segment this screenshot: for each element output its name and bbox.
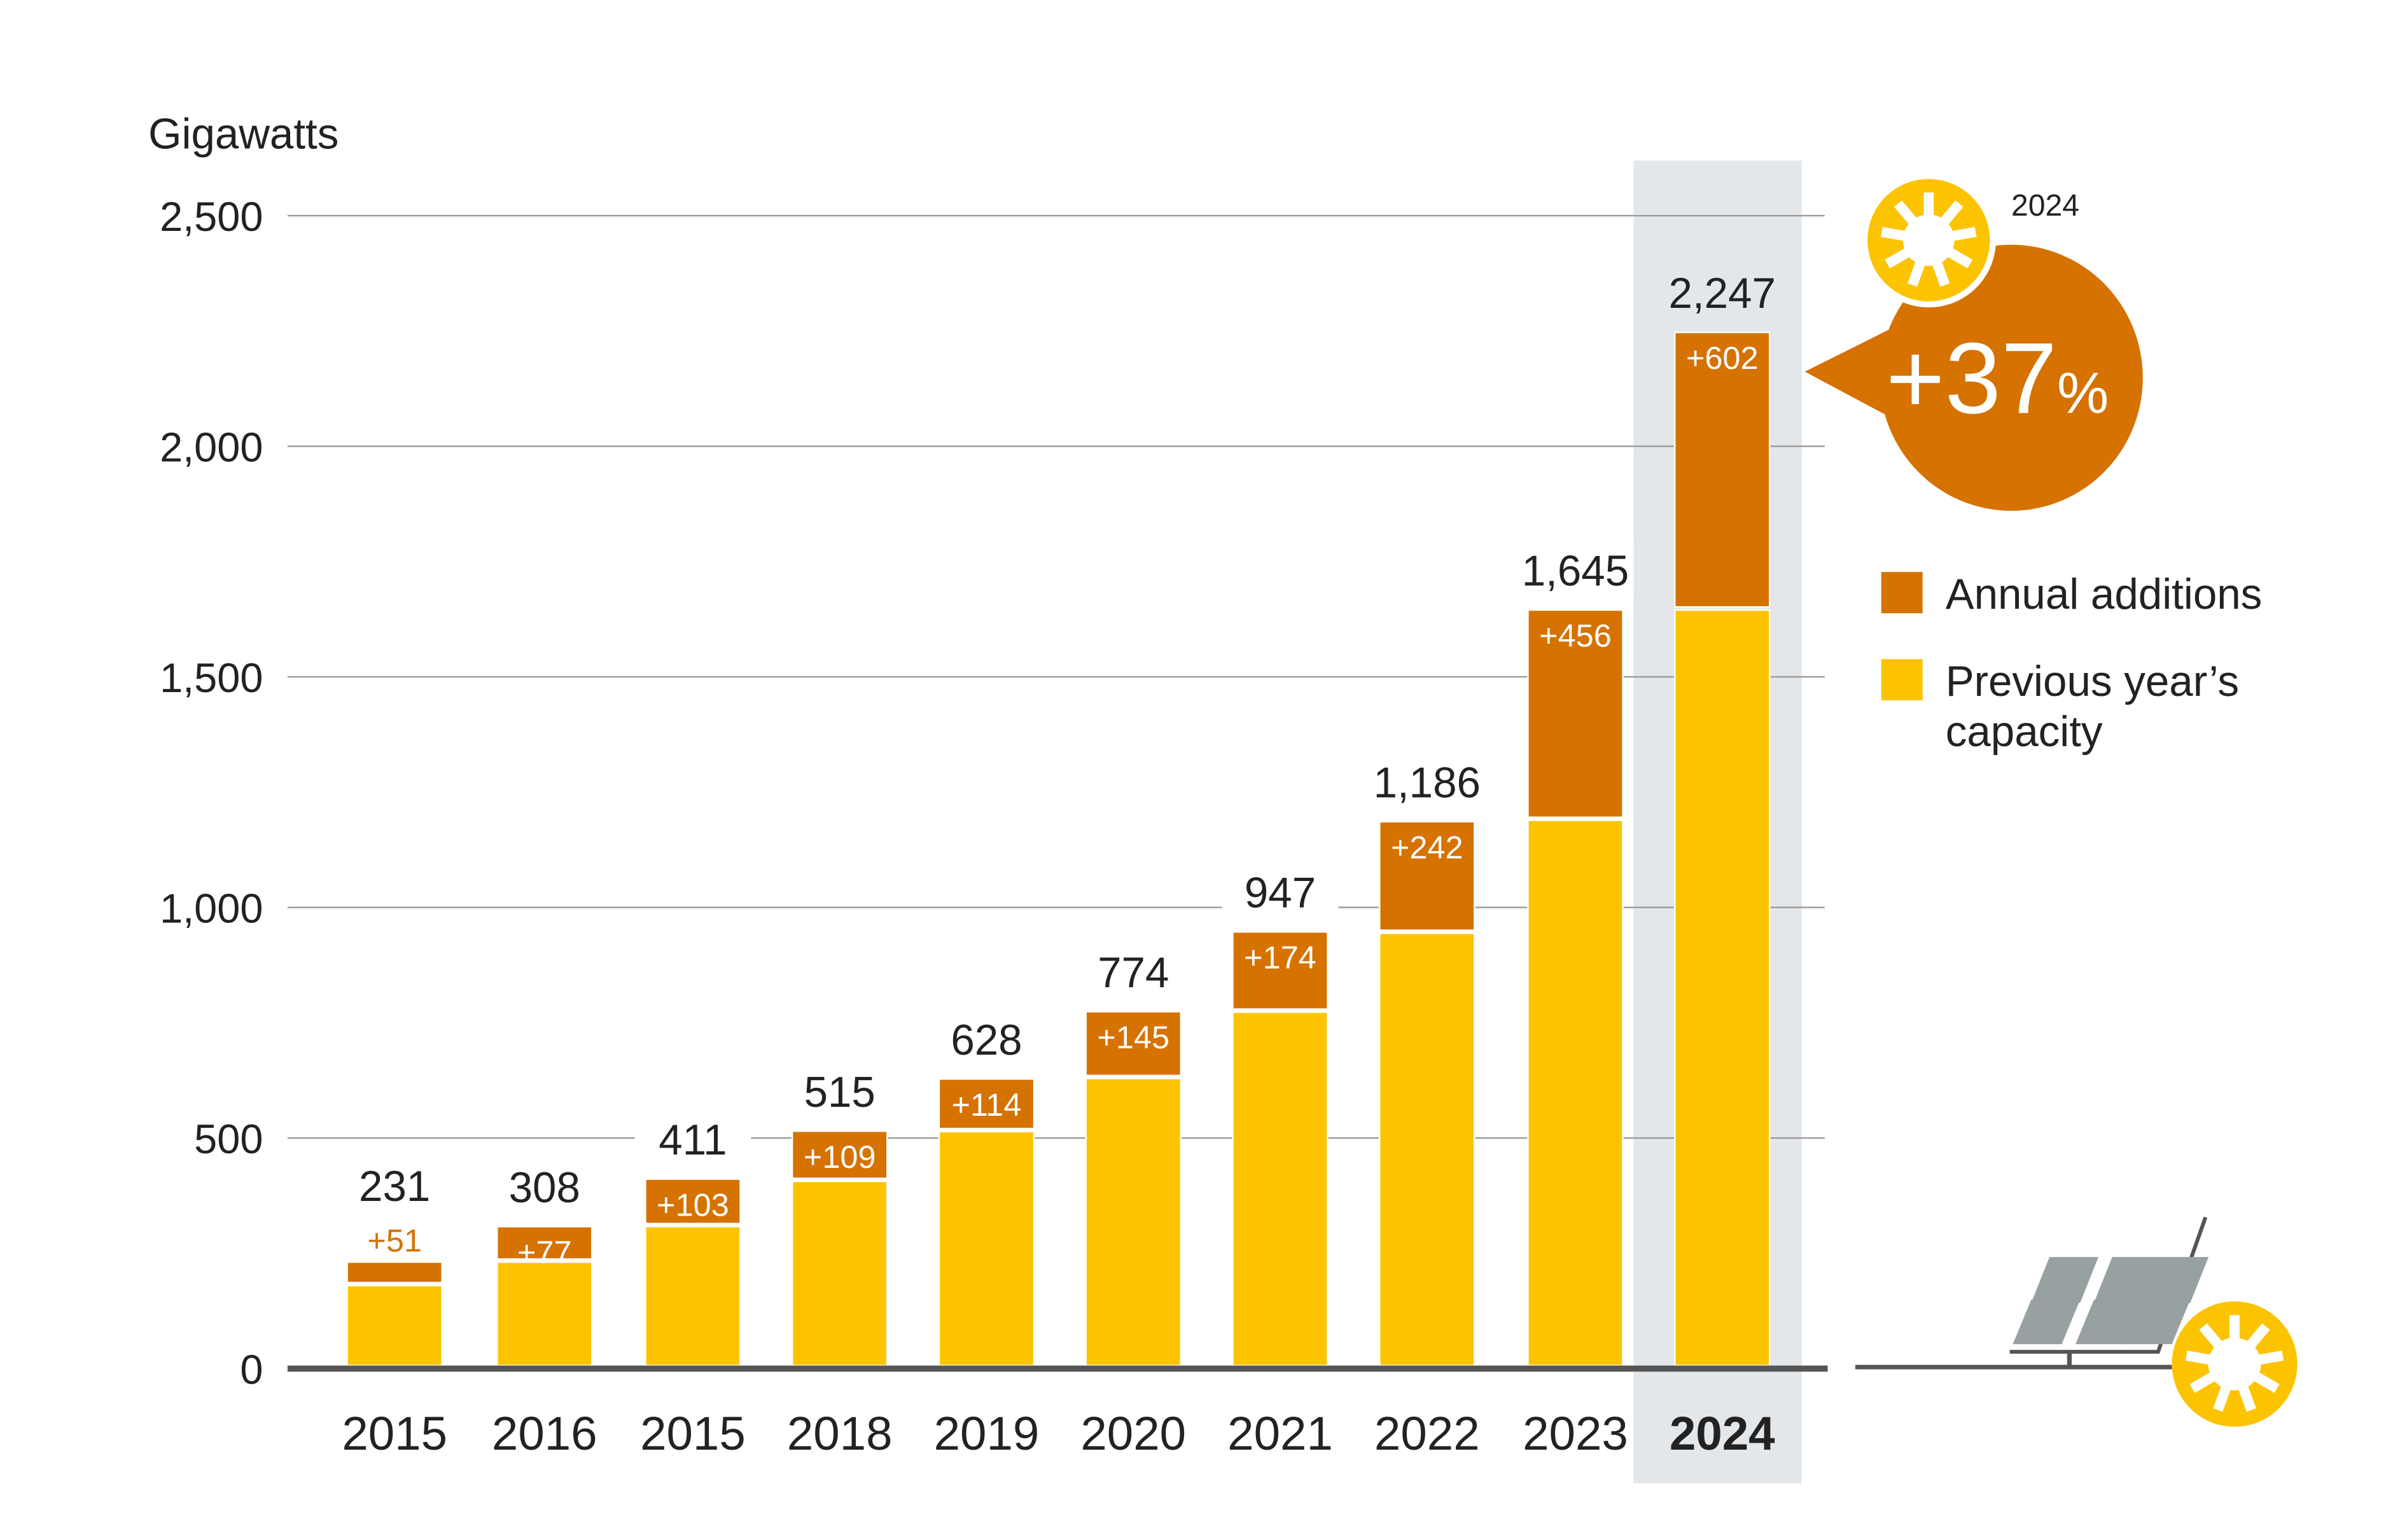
legend-label-annual-additions: Annual additions [1946, 571, 2263, 618]
sun-icon [2172, 1301, 2298, 1427]
label-background [1369, 754, 1486, 807]
sun-icon [1867, 179, 1990, 302]
bar-annual-addition [645, 1178, 741, 1224]
label-background [1517, 543, 1634, 595]
addition-label: +77 [517, 1234, 572, 1270]
label-background [1664, 265, 1781, 317]
bar-annual-addition [1085, 1011, 1182, 1076]
x-tick-label: 2023 [1523, 1407, 1628, 1460]
label-background [781, 1064, 898, 1116]
bar-previous-capacity [1379, 933, 1476, 1366]
y-tick-label: 1,500 [160, 655, 263, 701]
bar-previous-capacity [791, 1181, 888, 1367]
bar-annual-addition [938, 1078, 1035, 1130]
bar-previous-capacity [938, 1130, 1035, 1366]
x-axis-labels: 2015 2016 2015 2018 2019 2020 2021 2022 2023 2024 [342, 1407, 1775, 1460]
callout-year: 2024 [2011, 188, 2079, 223]
sun-center [1902, 214, 1955, 266]
solar-panel-icon [1855, 1216, 2209, 1370]
callout-growth: +37 [1886, 321, 2057, 434]
bar-previous-capacity [1527, 819, 1624, 1366]
x-tick-label: 2020 [1080, 1407, 1186, 1460]
y-tick-label: 2,000 [160, 424, 263, 471]
total-label: 774 [1098, 949, 1169, 997]
total-label: 308 [509, 1164, 580, 1212]
total-label: 628 [951, 1016, 1022, 1064]
x-tick-label: 2018 [787, 1407, 893, 1460]
addition-label: +103 [657, 1186, 729, 1223]
bar-annual-addition [791, 1130, 888, 1179]
growth-callout: 2024 +37% [1804, 172, 2143, 511]
total-label: 947 [1245, 870, 1316, 917]
legend-label-previous-capacity: Previous year’s capacity [1946, 658, 2251, 756]
bar-annual-addition [1674, 331, 1771, 608]
bar-previous-capacity [1674, 609, 1771, 1366]
sun-center [2208, 1338, 2261, 1391]
total-label: 2,247 [1669, 270, 1776, 317]
gridlines: 0 500 1,000 1,500 2,000 2,500 [160, 193, 1825, 1393]
x-tick-label: 2022 [1374, 1407, 1480, 1460]
addition-label: +51 [367, 1222, 422, 1258]
bars: 231 +51 308 +77 411 +103 515 +109 628 +114 774 +145… [336, 265, 1781, 1367]
bar-previous-capacity [645, 1226, 741, 1366]
y-tick-label: 2,500 [160, 193, 263, 240]
addition-label: +456 [1539, 618, 1612, 654]
label-background [1075, 944, 1192, 997]
y-axis-label: Gigawatts [148, 110, 338, 158]
addition-label: +602 [1686, 340, 1759, 376]
y-tick-label: 500 [194, 1116, 263, 1162]
addition-label: +114 [952, 1086, 1022, 1123]
legend-swatch-annual-additions [1881, 572, 1923, 614]
svg-text:+37%: +37% [1886, 321, 2109, 434]
x-tick-label: 2019 [934, 1407, 1040, 1460]
x-tick-label: 2016 [492, 1407, 597, 1460]
callout-unit: % [2057, 361, 2109, 426]
addition-label: +174 [1244, 940, 1316, 976]
bar-previous-capacity [496, 1261, 593, 1366]
bar-previous-capacity [346, 1284, 443, 1366]
x-tick-label: 2015 [342, 1407, 447, 1460]
legend-swatch-previous-capacity [1881, 659, 1923, 701]
x-tick-label: 2021 [1227, 1407, 1333, 1460]
total-label: 1,645 [1522, 548, 1629, 595]
y-tick-label: 0 [240, 1347, 263, 1393]
label-background [486, 1159, 603, 1212]
y-tick-label: 1,000 [160, 885, 263, 932]
total-label: 515 [804, 1069, 876, 1116]
bar-annual-addition [1527, 609, 1624, 818]
bar-annual-addition [496, 1226, 593, 1260]
total-label: 411 [659, 1116, 727, 1164]
x-tick-label: 2015 [640, 1407, 746, 1460]
label-background [634, 1111, 751, 1164]
total-label: 1,186 [1374, 759, 1481, 807]
label-background [928, 1011, 1045, 1064]
addition-label: +109 [804, 1139, 876, 1175]
legend: Annual additions Previous year’s capacit… [1881, 571, 2263, 756]
label-background [336, 1158, 453, 1210]
total-label: 231 [359, 1163, 430, 1210]
addition-label: +242 [1391, 829, 1463, 865]
bar-annual-addition [1232, 931, 1329, 1010]
bar-annual-addition [1379, 821, 1476, 931]
addition-label: +145 [1097, 1019, 1169, 1055]
bar-previous-capacity [1232, 1011, 1329, 1367]
bar-previous-capacity [1085, 1078, 1182, 1366]
label-background [1222, 864, 1339, 917]
bar-annual-addition [346, 1261, 443, 1284]
x-tick-label: 2024 [1670, 1407, 1775, 1460]
